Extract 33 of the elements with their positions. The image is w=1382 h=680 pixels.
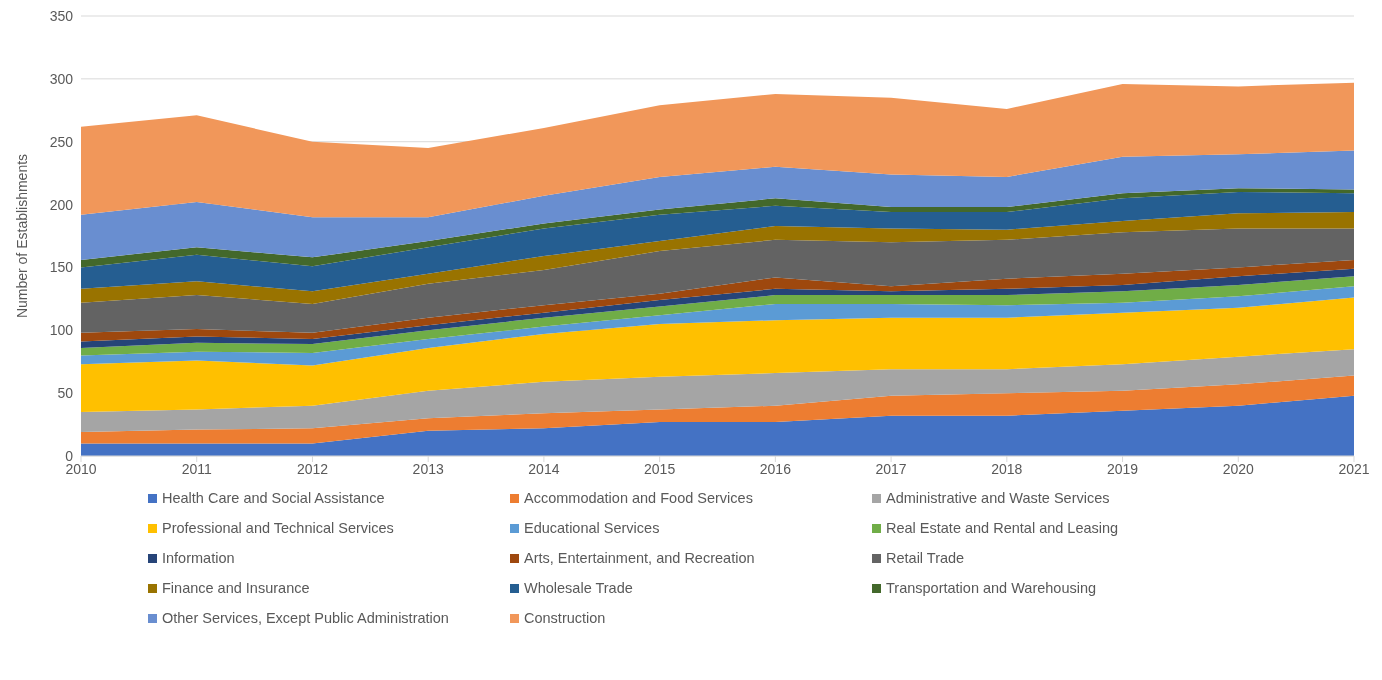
legend-label: Health Care and Social Assistance — [162, 490, 385, 506]
legend-label: Other Services, Except Public Administration — [162, 610, 449, 626]
y-tick-label: 350 — [49, 7, 74, 24]
y-axis-title: Number of Establishments — [13, 153, 30, 319]
legend-label: Educational Services — [524, 520, 660, 536]
x-tick-label: 2016 — [759, 460, 792, 477]
legend-label: Administrative and Waste Services — [886, 490, 1110, 506]
x-tick-label: 2011 — [181, 460, 212, 477]
y-tick-label: 100 — [49, 322, 74, 339]
x-tick-label: 2014 — [528, 460, 560, 477]
x-tick-label: 2013 — [412, 460, 444, 477]
x-tick-label: 2017 — [875, 460, 907, 477]
y-tick-label: 150 — [49, 259, 74, 276]
legend-label: Real Estate and Rental and Leasing — [886, 520, 1119, 536]
legend-label: Construction — [524, 610, 606, 626]
legend-label: Professional and Technical Services — [162, 520, 394, 536]
x-tick-label: 2021 — [1338, 460, 1370, 477]
legend-label: Arts, Entertainment, and Recreation — [524, 550, 755, 566]
x-tick-label: 2012 — [296, 460, 329, 477]
x-tick-label: 2015 — [644, 460, 676, 477]
legend-label: Finance and Insurance — [162, 580, 310, 596]
x-tick-label: 2019 — [1106, 460, 1139, 477]
legend-label: Transportation and Warehousing — [886, 580, 1097, 596]
y-tick-label: 50 — [57, 385, 74, 402]
legend-label: Retail Trade — [886, 550, 965, 566]
y-tick-label: 250 — [49, 133, 74, 150]
legend-label: Information — [162, 550, 235, 566]
legend-label: Accommodation and Food Services — [524, 490, 753, 506]
legend-label: Wholesale Trade — [524, 580, 633, 596]
x-tick-label: 2020 — [1222, 460, 1255, 477]
y-tick-label: 300 — [49, 70, 74, 87]
x-tick-label: 2018 — [991, 460, 1023, 477]
y-tick-label: 200 — [49, 196, 74, 213]
